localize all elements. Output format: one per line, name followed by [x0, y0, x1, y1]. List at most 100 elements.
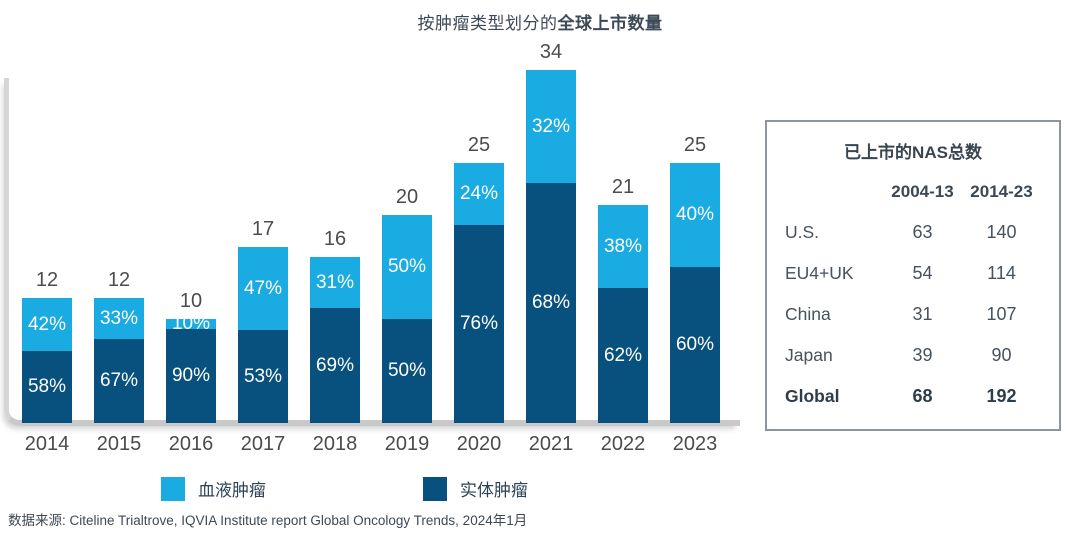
pct-label: 76% — [459, 313, 499, 334]
value-cell: 114 — [987, 263, 1016, 283]
bar-segment-solid: 50% — [382, 319, 432, 423]
value-cell: 39 — [912, 345, 933, 365]
axis-lines — [4, 78, 740, 426]
bar-total-label: 21 — [611, 176, 635, 198]
pct-label: 10% — [171, 313, 211, 334]
pct-label: 53% — [243, 365, 283, 387]
bar-segment-solid: 60% — [670, 267, 720, 423]
chart-title-prefix: 按肿瘤类型划分的 — [417, 14, 558, 33]
bar-segment-solid: 68% — [526, 183, 576, 423]
region-cell: Global — [785, 386, 840, 406]
bar-segment-solid: 67% — [94, 339, 144, 423]
pct-label: 62% — [603, 344, 643, 366]
bar-segment-hema: 10% — [166, 313, 216, 334]
table-title: 已上市的NAS总数 — [844, 143, 982, 162]
x-axis-label: 2022 — [600, 433, 646, 455]
value-cell: 68 — [912, 386, 933, 406]
pct-label: 58% — [27, 376, 67, 397]
bar-total-label: 34 — [539, 41, 563, 63]
bar-segment-solid: 69% — [310, 308, 360, 423]
bar-total-label: 10 — [179, 290, 203, 312]
pct-label: 40% — [675, 204, 715, 225]
bar-segment-solid: 90% — [166, 329, 216, 423]
bar-group: 20 50% 50% — [382, 186, 432, 423]
pct-label: 69% — [315, 354, 355, 376]
x-axis-labels: 2014 2015 2016 2017 2018 2019 2020 2021 2022 2023 — [22, 433, 720, 456]
bar-total-label: 25 — [683, 134, 707, 156]
region-cell: U.S. — [785, 222, 820, 242]
nas-table: 已上市的NAS总数 2004-13 2014-23 U.S. 63 140 EU4+U… — [765, 120, 1061, 431]
x-axis-label: 2020 — [456, 433, 502, 455]
bar-total-label: 16 — [323, 228, 347, 250]
pct-label: 42% — [27, 313, 67, 335]
x-axis-label: 2016 — [168, 433, 214, 455]
value-cell: 140 — [986, 222, 1017, 242]
bar-segment-hema: 38% — [598, 205, 648, 288]
bar-group: 16 31% 69% — [310, 228, 360, 423]
value-cell: 90 — [991, 345, 1012, 365]
pct-label: 60% — [675, 334, 715, 355]
x-axis-label: 2017 — [240, 433, 286, 455]
value-cell: 192 — [986, 386, 1017, 406]
bar-total-label: 20 — [395, 186, 419, 208]
bar-group: 34 32% 68% — [526, 41, 576, 423]
bar-chart: 12 42% 58% 12 33% 67% 10 10% 90% 17 47% 53% 16 31% 69%… — [22, 41, 720, 423]
chart-title-bold: 全球上市数量 — [557, 14, 663, 33]
bar-total-label: 25 — [467, 134, 491, 156]
column-header-2004-13: 2004-13 — [891, 181, 954, 201]
bar-segment-hema: 40% — [670, 163, 720, 267]
pct-label: 50% — [387, 256, 427, 277]
bar-group: 25 40% 60% — [670, 134, 720, 423]
x-axis-label: 2023 — [672, 433, 718, 455]
bar-segment-solid: 58% — [22, 351, 72, 423]
bar-segment-hema: 31% — [310, 257, 360, 308]
x-axis-label: 2021 — [528, 433, 574, 455]
pct-label: 32% — [531, 115, 571, 137]
pct-label: 67% — [99, 370, 139, 391]
bar-segment-hema: 32% — [526, 70, 576, 183]
value-cell: 31 — [912, 304, 933, 324]
bar-segment-hema: 33% — [94, 298, 144, 339]
bar-group: 12 42% 58% — [22, 269, 72, 423]
bar-group: 12 33% 67% — [94, 269, 144, 423]
x-axis-label: 2015 — [96, 433, 142, 455]
legend-item-hema: 血液肿瘤 — [161, 476, 266, 501]
pct-label: 33% — [99, 307, 139, 329]
region-cell: EU4+UK — [785, 263, 854, 283]
bar-segment-hema: 47% — [238, 247, 288, 330]
chart-title: 按肿瘤类型划分的全球上市数量 — [0, 9, 1080, 34]
pct-label: 38% — [603, 235, 643, 257]
region-cell: China — [785, 304, 831, 324]
legend-swatch-solid — [423, 476, 447, 501]
pct-label: 68% — [531, 292, 571, 313]
bar-group: 10 10% 90% — [166, 290, 216, 423]
region-cell: Japan — [785, 345, 833, 365]
legend-item-solid: 实体肿瘤 — [423, 476, 528, 501]
value-cell: 63 — [912, 222, 933, 242]
value-cell: 107 — [986, 304, 1017, 324]
pct-label: 90% — [171, 365, 211, 386]
legend-label-hema: 血液肿瘤 — [198, 481, 266, 500]
table-grid: 2004-13 2014-23 U.S. 63 140 EU4+UK 54 114 Chin… — [767, 171, 1059, 417]
bar-total-label: 12 — [35, 269, 59, 291]
bar-segment-hema: 42% — [22, 298, 72, 351]
bar-group: 17 47% 53% — [238, 218, 288, 423]
pct-label: 31% — [315, 271, 355, 293]
bar-group: 21 38% 62% — [598, 176, 648, 423]
bar-group: 25 24% 76% — [454, 134, 504, 423]
pct-label: 24% — [459, 183, 499, 204]
x-axis-label: 2019 — [384, 433, 430, 455]
table-corner-cell — [785, 171, 883, 212]
source-note: 数据来源: Citeline Trialtrove, IQVIA Institu… — [8, 513, 528, 528]
bar-segment-solid: 76% — [454, 225, 504, 423]
pct-label: 47% — [243, 277, 283, 299]
bar-segment-hema: 50% — [382, 215, 432, 319]
legend-swatch-hema — [161, 476, 185, 501]
legend-label-solid: 实体肿瘤 — [460, 481, 528, 500]
value-cell: 54 — [912, 263, 933, 283]
column-header-2014-23: 2014-23 — [970, 181, 1033, 201]
bar-total-label: 12 — [107, 269, 131, 291]
bar-total-label: 17 — [251, 218, 275, 240]
bar-segment-hema: 24% — [454, 163, 504, 225]
pct-label: 50% — [387, 360, 427, 381]
